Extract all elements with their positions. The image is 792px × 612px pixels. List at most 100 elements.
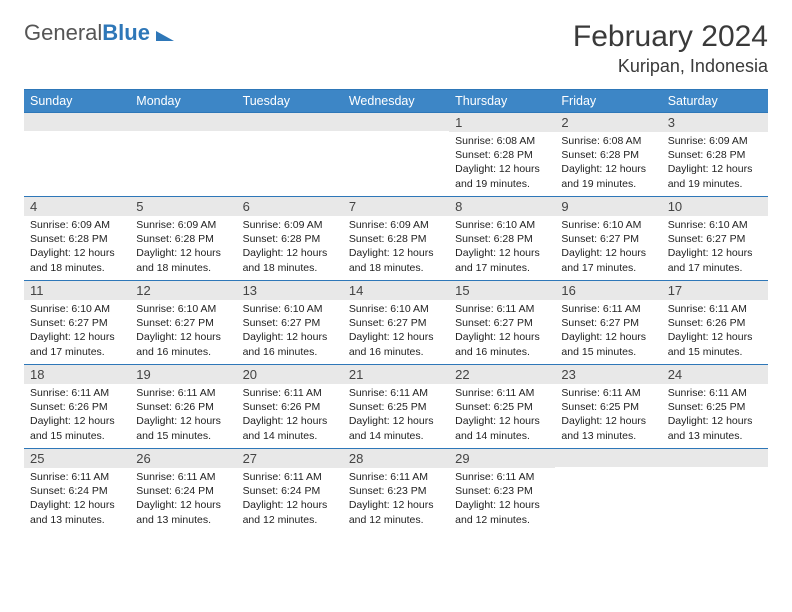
day-cell: 23Sunrise: 6:11 AMSunset: 6:25 PMDayligh… [555, 364, 661, 448]
day-cell: 7Sunrise: 6:09 AMSunset: 6:28 PMDaylight… [343, 196, 449, 280]
day-number: 19 [130, 365, 236, 384]
daylight-line: Daylight: 12 hours and 18 minutes. [30, 246, 124, 274]
day-info: Sunrise: 6:11 AMSunset: 6:23 PMDaylight:… [449, 468, 555, 531]
empty-cell [343, 112, 449, 196]
daylight-line: Daylight: 12 hours and 16 minutes. [349, 330, 443, 358]
sunset-line: Sunset: 6:27 PM [349, 316, 443, 330]
daylight-line: Daylight: 12 hours and 12 minutes. [243, 498, 337, 526]
day-number: 11 [24, 281, 130, 300]
daylight-line: Daylight: 12 hours and 15 minutes. [561, 330, 655, 358]
sunset-line: Sunset: 6:27 PM [561, 316, 655, 330]
sunrise-line: Sunrise: 6:11 AM [349, 386, 443, 400]
page-title: February 2024 [573, 20, 768, 54]
header: GeneralBlue February 2024 Kuripan, Indon… [24, 20, 768, 77]
day-cell: 22Sunrise: 6:11 AMSunset: 6:25 PMDayligh… [449, 364, 555, 448]
empty-cell [555, 448, 661, 532]
sunset-line: Sunset: 6:28 PM [561, 148, 655, 162]
day-cell: 13Sunrise: 6:10 AMSunset: 6:27 PMDayligh… [237, 280, 343, 364]
day-number: 27 [237, 449, 343, 468]
sunset-line: Sunset: 6:25 PM [349, 400, 443, 414]
sunset-line: Sunset: 6:28 PM [455, 148, 549, 162]
sunset-line: Sunset: 6:25 PM [561, 400, 655, 414]
empty-cell [662, 448, 768, 532]
sunrise-line: Sunrise: 6:09 AM [349, 218, 443, 232]
day-cell: 11Sunrise: 6:10 AMSunset: 6:27 PMDayligh… [24, 280, 130, 364]
day-number: 14 [343, 281, 449, 300]
daylight-line: Daylight: 12 hours and 17 minutes. [561, 246, 655, 274]
sunrise-line: Sunrise: 6:11 AM [455, 386, 549, 400]
day-info: Sunrise: 6:09 AMSunset: 6:28 PMDaylight:… [343, 216, 449, 279]
day-cell: 9Sunrise: 6:10 AMSunset: 6:27 PMDaylight… [555, 196, 661, 280]
day-cell: 28Sunrise: 6:11 AMSunset: 6:23 PMDayligh… [343, 448, 449, 532]
sunset-line: Sunset: 6:26 PM [243, 400, 337, 414]
day-number: 3 [662, 113, 768, 132]
daylight-line: Daylight: 12 hours and 15 minutes. [668, 330, 762, 358]
daylight-line: Daylight: 12 hours and 13 minutes. [668, 414, 762, 442]
day-info: Sunrise: 6:09 AMSunset: 6:28 PMDaylight:… [237, 216, 343, 279]
logo: GeneralBlue [24, 20, 174, 46]
day-number: 26 [130, 449, 236, 468]
logo-text: GeneralBlue [24, 20, 150, 46]
daylight-line: Daylight: 12 hours and 16 minutes. [455, 330, 549, 358]
day-info: Sunrise: 6:10 AMSunset: 6:27 PMDaylight:… [662, 216, 768, 279]
day-cell: 29Sunrise: 6:11 AMSunset: 6:23 PMDayligh… [449, 448, 555, 532]
sunrise-line: Sunrise: 6:11 AM [561, 386, 655, 400]
sunrise-line: Sunrise: 6:11 AM [455, 302, 549, 316]
sunrise-line: Sunrise: 6:11 AM [349, 470, 443, 484]
sunset-line: Sunset: 6:28 PM [243, 232, 337, 246]
sunrise-line: Sunrise: 6:09 AM [243, 218, 337, 232]
logo-word-1: General [24, 20, 102, 45]
day-number: 21 [343, 365, 449, 384]
logo-triangle-icon [156, 31, 174, 41]
daylight-line: Daylight: 12 hours and 13 minutes. [561, 414, 655, 442]
sunset-line: Sunset: 6:27 PM [561, 232, 655, 246]
day-info: Sunrise: 6:09 AMSunset: 6:28 PMDaylight:… [662, 132, 768, 195]
day-cell: 17Sunrise: 6:11 AMSunset: 6:26 PMDayligh… [662, 280, 768, 364]
daylight-line: Daylight: 12 hours and 12 minutes. [349, 498, 443, 526]
day-number: 29 [449, 449, 555, 468]
day-cell: 1Sunrise: 6:08 AMSunset: 6:28 PMDaylight… [449, 112, 555, 196]
daylight-line: Daylight: 12 hours and 17 minutes. [668, 246, 762, 274]
day-cell: 19Sunrise: 6:11 AMSunset: 6:26 PMDayligh… [130, 364, 236, 448]
day-info: Sunrise: 6:11 AMSunset: 6:26 PMDaylight:… [24, 384, 130, 447]
day-cell: 25Sunrise: 6:11 AMSunset: 6:24 PMDayligh… [24, 448, 130, 532]
sunrise-line: Sunrise: 6:11 AM [136, 470, 230, 484]
daylight-line: Daylight: 12 hours and 18 minutes. [349, 246, 443, 274]
day-cell: 18Sunrise: 6:11 AMSunset: 6:26 PMDayligh… [24, 364, 130, 448]
sunset-line: Sunset: 6:26 PM [30, 400, 124, 414]
day-info: Sunrise: 6:08 AMSunset: 6:28 PMDaylight:… [449, 132, 555, 195]
sunset-line: Sunset: 6:25 PM [668, 400, 762, 414]
day-info: Sunrise: 6:11 AMSunset: 6:27 PMDaylight:… [555, 300, 661, 363]
sunrise-line: Sunrise: 6:08 AM [455, 134, 549, 148]
sunrise-line: Sunrise: 6:11 AM [136, 386, 230, 400]
daylight-line: Daylight: 12 hours and 18 minutes. [243, 246, 337, 274]
sunset-line: Sunset: 6:27 PM [30, 316, 124, 330]
dow-header: Sunday [24, 90, 130, 112]
day-cell: 6Sunrise: 6:09 AMSunset: 6:28 PMDaylight… [237, 196, 343, 280]
day-info: Sunrise: 6:11 AMSunset: 6:27 PMDaylight:… [449, 300, 555, 363]
daylight-line: Daylight: 12 hours and 12 minutes. [455, 498, 549, 526]
day-cell: 4Sunrise: 6:09 AMSunset: 6:28 PMDaylight… [24, 196, 130, 280]
day-info: Sunrise: 6:10 AMSunset: 6:28 PMDaylight:… [449, 216, 555, 279]
empty-cell [24, 112, 130, 196]
day-number: 23 [555, 365, 661, 384]
sunrise-line: Sunrise: 6:09 AM [668, 134, 762, 148]
sunrise-line: Sunrise: 6:11 AM [243, 386, 337, 400]
day-info: Sunrise: 6:11 AMSunset: 6:23 PMDaylight:… [343, 468, 449, 531]
day-number: 2 [555, 113, 661, 132]
day-info: Sunrise: 6:10 AMSunset: 6:27 PMDaylight:… [130, 300, 236, 363]
day-cell: 10Sunrise: 6:10 AMSunset: 6:27 PMDayligh… [662, 196, 768, 280]
day-info: Sunrise: 6:11 AMSunset: 6:25 PMDaylight:… [555, 384, 661, 447]
daylight-line: Daylight: 12 hours and 19 minutes. [668, 162, 762, 190]
sunset-line: Sunset: 6:27 PM [455, 316, 549, 330]
sunset-line: Sunset: 6:28 PM [668, 148, 762, 162]
sunrise-line: Sunrise: 6:08 AM [561, 134, 655, 148]
location-subtitle: Kuripan, Indonesia [573, 56, 768, 77]
day-number: 24 [662, 365, 768, 384]
sunrise-line: Sunrise: 6:09 AM [136, 218, 230, 232]
day-number: 6 [237, 197, 343, 216]
day-number: 17 [662, 281, 768, 300]
sunset-line: Sunset: 6:28 PM [349, 232, 443, 246]
sunset-line: Sunset: 6:24 PM [243, 484, 337, 498]
daylight-line: Daylight: 12 hours and 15 minutes. [136, 414, 230, 442]
